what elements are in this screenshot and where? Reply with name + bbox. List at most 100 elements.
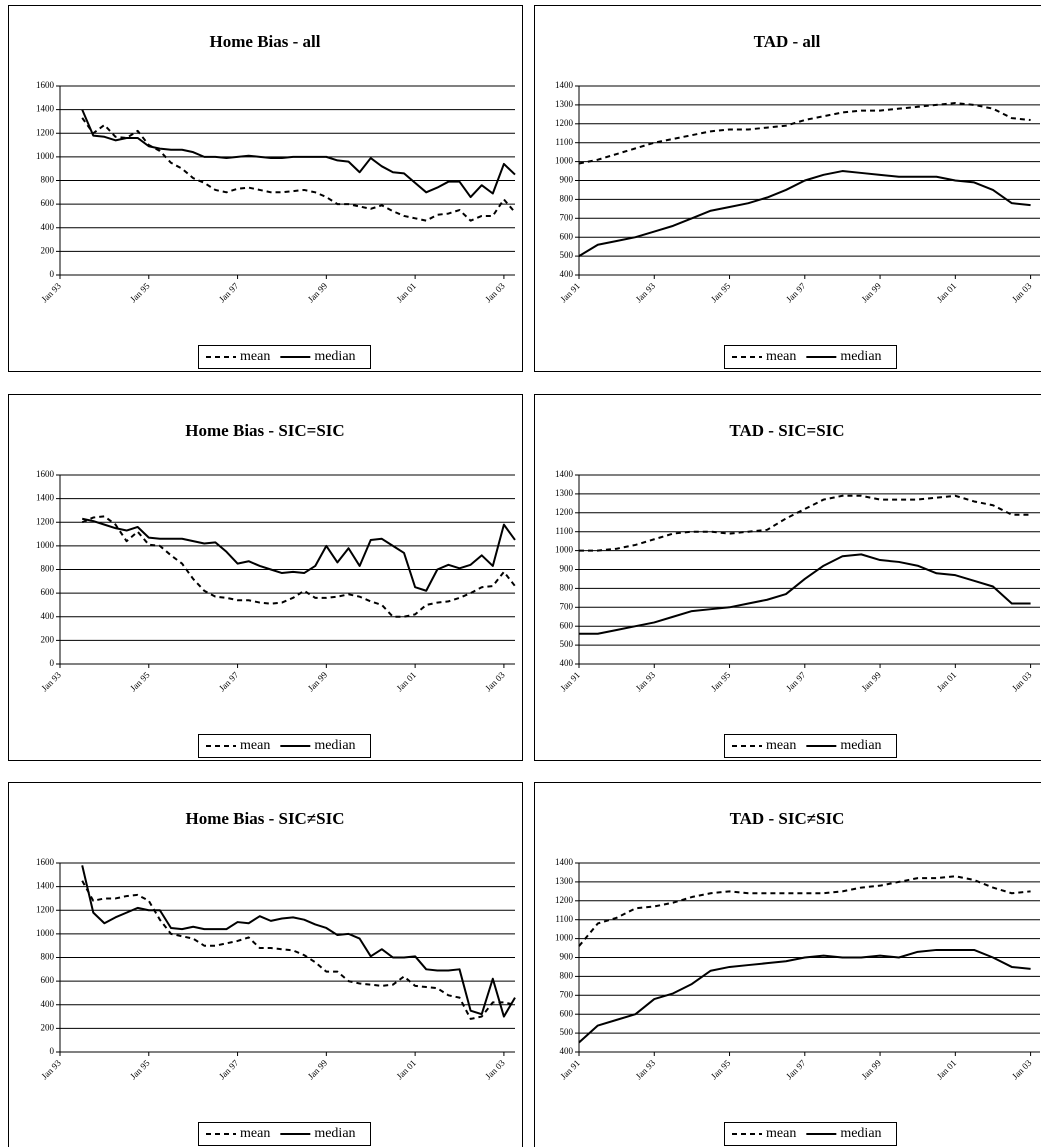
y-tick-label: 700: [560, 601, 574, 611]
y-tick-label: 1400: [555, 80, 574, 90]
chart-panel: TAD - SIC=SIC 400 500 600 700 800 900 1000 1100 1…: [534, 394, 1041, 761]
panel-frame: [534, 782, 1041, 1147]
data-line: [81, 109, 516, 199]
y-tick-label: 1200: [36, 904, 55, 914]
legend-label: mean: [766, 738, 796, 753]
chart-panel: TAD - SIC≠SIC 400 500 600 700 800 900 1000 1100 1…: [534, 782, 1041, 1147]
legend-label: median: [314, 738, 355, 753]
y-tick-label: 1000: [555, 156, 574, 166]
y-tick-label: 1000: [36, 540, 55, 550]
y-tick-label: 900: [560, 952, 574, 962]
chart-panel: Home Bias - all 0 200 400 600 800 1000 1200 1400…: [8, 5, 523, 372]
y-tick-label: 1400: [555, 857, 574, 867]
y-tick-label: 700: [560, 989, 574, 999]
y-tick-label: 1000: [555, 933, 574, 943]
data-line: [81, 515, 516, 618]
chart-panel: Home Bias - SIC=SIC 0 200 400 600 800 1000 1200…: [8, 394, 523, 761]
y-tick-label: 800: [560, 582, 574, 592]
y-tick-label: 1400: [36, 104, 55, 114]
y-tick-label: 1100: [555, 137, 573, 147]
y-tick-label: 200: [41, 1022, 55, 1032]
y-tick-label: 600: [41, 975, 55, 985]
chart-panel: TAD - all 400 500 600 700 800 900 1000 1100 1200 1…: [534, 5, 1041, 372]
y-tick-label: 400: [560, 1046, 574, 1056]
data-line: [81, 865, 516, 1018]
y-tick-label: 200: [41, 634, 55, 644]
y-tick-label: 200: [41, 245, 55, 255]
y-tick-label: 0: [50, 658, 55, 668]
chart-title: TAD - SIC≠SIC: [730, 809, 845, 828]
y-tick-label: 1100: [555, 914, 573, 924]
panel-frame: [8, 5, 523, 372]
legend-label: median: [314, 1126, 355, 1141]
y-tick-label: 800: [560, 193, 574, 203]
data-line: [579, 553, 1031, 635]
y-tick-label: 900: [560, 175, 574, 185]
legend-label: mean: [766, 1126, 796, 1141]
y-tick-label: 1100: [555, 526, 573, 536]
y-tick-label: 1300: [555, 99, 574, 109]
legend-label: median: [840, 738, 881, 753]
legend-label: mean: [240, 349, 270, 364]
y-tick-label: 800: [41, 175, 55, 185]
y-tick-label: 600: [560, 231, 574, 241]
y-tick-label: 1200: [555, 507, 574, 517]
y-tick-label: 400: [41, 222, 55, 232]
y-tick-label: 700: [560, 212, 574, 222]
legend-label: mean: [240, 1126, 270, 1141]
y-tick-label: 800: [41, 564, 55, 574]
y-tick-label: 1400: [555, 469, 574, 479]
y-tick-label: 1300: [555, 876, 574, 886]
chart-title: Home Bias - SIC=SIC: [185, 421, 344, 440]
chart-title: TAD - SIC=SIC: [729, 421, 844, 440]
y-tick-label: 1000: [36, 928, 55, 938]
y-tick-label: 400: [41, 611, 55, 621]
chart-title: Home Bias - all: [210, 32, 321, 51]
y-tick-label: 1000: [36, 151, 55, 161]
y-tick-label: 400: [41, 999, 55, 1009]
panel-frame: [534, 394, 1041, 761]
y-tick-label: 600: [41, 587, 55, 597]
y-tick-label: 800: [41, 952, 55, 962]
y-tick-label: 1200: [555, 118, 574, 128]
data-line: [579, 494, 1031, 552]
y-tick-label: 600: [41, 198, 55, 208]
y-tick-label: 800: [560, 970, 574, 980]
y-tick-label: 1200: [555, 895, 574, 905]
data-line: [578, 948, 1031, 1044]
legend-label: median: [840, 1126, 881, 1141]
y-tick-label: 1600: [36, 80, 55, 90]
panel-frame: [8, 394, 523, 761]
y-tick-label: 500: [560, 250, 574, 260]
chart-title: TAD - all: [754, 32, 821, 51]
y-tick-label: 1400: [36, 493, 55, 503]
y-tick-label: 400: [560, 658, 574, 668]
chart-title: Home Bias - SIC≠SIC: [185, 809, 344, 828]
y-tick-label: 400: [560, 269, 574, 279]
y-tick-label: 1600: [36, 469, 55, 479]
data-line: [81, 517, 516, 592]
chart-panel: Home Bias - SIC≠SIC 0 200 400 600 800 1000 1200…: [8, 782, 523, 1147]
legend-label: mean: [766, 349, 796, 364]
y-tick-label: 500: [560, 1027, 574, 1037]
y-tick-label: 1200: [36, 516, 55, 526]
y-tick-label: 1300: [555, 488, 574, 498]
y-tick-label: 0: [50, 269, 55, 279]
legend-label: median: [840, 349, 881, 364]
legend-label: mean: [240, 738, 270, 753]
data-line: [578, 102, 1031, 165]
y-tick-label: 900: [560, 564, 574, 574]
y-tick-label: 1200: [36, 127, 55, 137]
y-tick-label: 600: [560, 620, 574, 630]
y-tick-label: 1600: [36, 857, 55, 867]
legend-label: median: [314, 349, 355, 364]
y-tick-label: 500: [560, 639, 574, 649]
y-tick-label: 1400: [36, 881, 55, 891]
data-line: [578, 170, 1031, 257]
y-tick-label: 600: [560, 1008, 574, 1018]
panel-frame: [8, 782, 523, 1147]
y-tick-label: 1000: [555, 545, 574, 555]
y-tick-label: 0: [50, 1046, 55, 1056]
